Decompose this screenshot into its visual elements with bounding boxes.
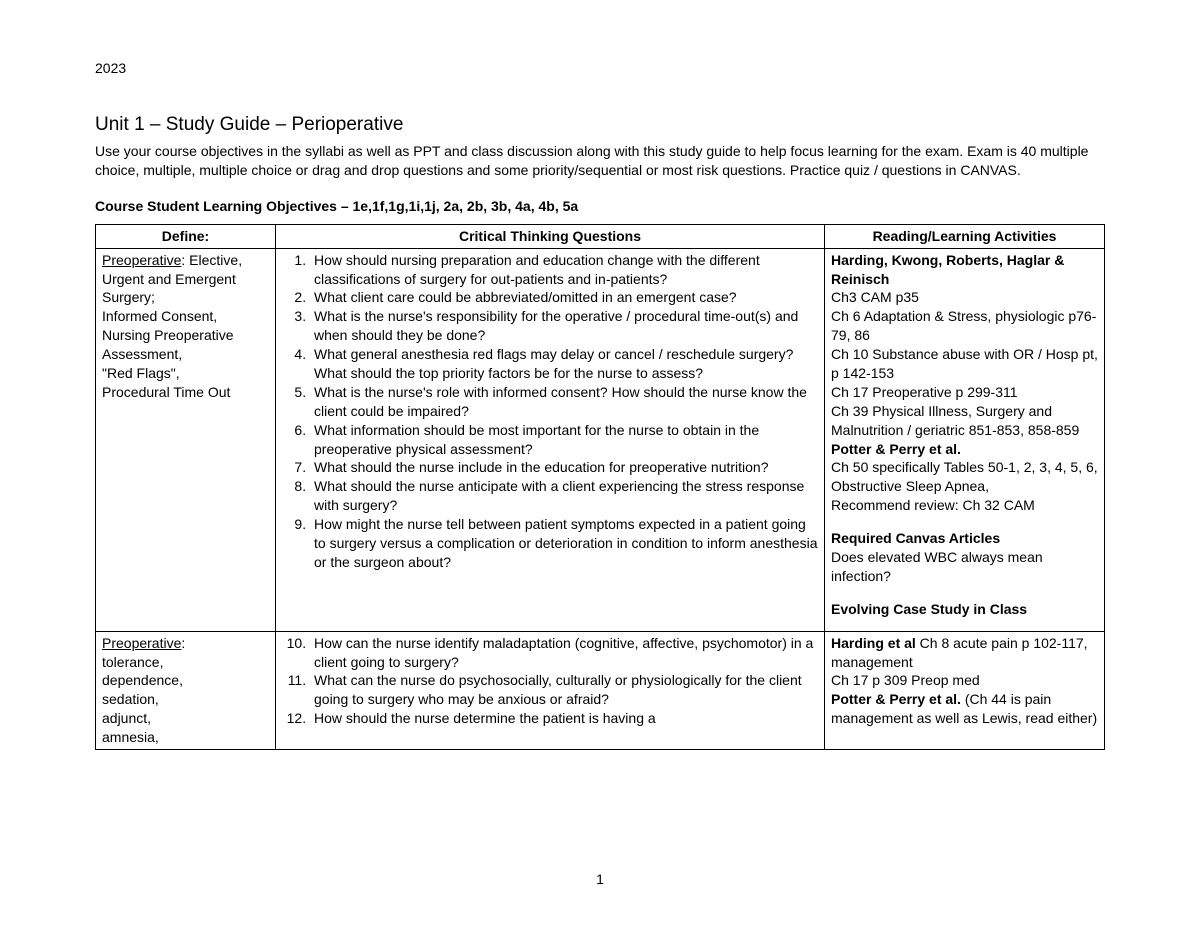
define-line: sedation,	[102, 691, 159, 707]
objectives-line: Course Student Learning Objectives – 1e,…	[95, 198, 1105, 214]
define-cell: Preoperative: tolerance, dependence, sed…	[96, 631, 276, 749]
define-line: "Red Flags",	[102, 365, 180, 381]
header-questions: Critical Thinking Questions	[276, 224, 825, 248]
page-number: 1	[0, 871, 1200, 887]
define-heading: Preoperative	[102, 635, 181, 651]
list-item: What general anesthesia red flags may de…	[310, 345, 818, 383]
define-line: Informed Consent,	[102, 308, 217, 324]
reading-line: Ch 39 Physical Illness, Surgery and Maln…	[831, 403, 1079, 438]
reading-line: Ch 50 specifically Tables 50-1, 2, 3, 4,…	[831, 459, 1098, 494]
reading-line: Recommend review: Ch 32 CAM	[831, 497, 1035, 513]
page-title: Unit 1 – Study Guide – Perioperative	[95, 114, 1105, 136]
reading-cell: Harding et al Ch 8 acute pain p 102-117,…	[825, 631, 1105, 749]
list-item: How might the nurse tell between patient…	[310, 515, 818, 572]
define-line: dependence,	[102, 672, 183, 688]
reading-line: Ch3 CAM p35	[831, 289, 919, 305]
define-cell: Preoperative: Elective, Urgent and Emerg…	[96, 248, 276, 631]
list-item: How should the nurse determine the patie…	[310, 709, 818, 728]
header-define: Define:	[96, 224, 276, 248]
question-list: How can the nurse identify maladaptation…	[282, 634, 818, 728]
define-line: Procedural Time Out	[102, 384, 230, 400]
reading-source: Potter & Perry et al.	[831, 691, 961, 707]
question-list: How should nursing preparation and educa…	[282, 251, 818, 572]
define-line: tolerance,	[102, 654, 163, 670]
reading-line: Ch 17 Preoperative p 299-311	[831, 384, 1018, 400]
list-item: How should nursing preparation and educa…	[310, 251, 818, 289]
reading-line: Ch 6 Adaptation & Stress, physiologic p7…	[831, 308, 1096, 343]
questions-cell: How should nursing preparation and educa…	[276, 248, 825, 631]
define-after: :	[181, 635, 185, 651]
list-item: What should the nurse anticipate with a …	[310, 477, 818, 515]
reading-line: Ch 17 p 309 Preop med	[831, 672, 980, 688]
list-item: What should the nurse include in the edu…	[310, 458, 818, 477]
list-item: What client care could be abbreviated/om…	[310, 288, 818, 307]
list-item: What can the nurse do psychosocially, cu…	[310, 671, 818, 709]
questions-cell: How can the nurse identify maladaptation…	[276, 631, 825, 749]
reading-line: Ch 10 Substance abuse with OR / Hosp pt,…	[831, 346, 1098, 381]
list-item: What is the nurse's role with informed c…	[310, 383, 818, 421]
reading-source: Required Canvas Articles	[831, 530, 1000, 546]
reading-source: Harding et al	[831, 635, 916, 651]
define-heading: Preoperative	[102, 252, 181, 268]
reading-cell: Harding, Kwong, Roberts, Haglar & Reinis…	[825, 248, 1105, 631]
header-reading: Reading/Learning Activities	[825, 224, 1105, 248]
intro-text: Use your course objectives in the syllab…	[95, 142, 1105, 180]
list-item: How can the nurse identify maladaptation…	[310, 634, 818, 672]
reading-source: Potter & Perry et al.	[831, 441, 961, 457]
list-item: What is the nurse's responsibility for t…	[310, 307, 818, 345]
table-row: Preoperative: tolerance, dependence, sed…	[96, 631, 1105, 749]
define-line: adjunct,	[102, 710, 151, 726]
reading-source: Evolving Case Study in Class	[831, 601, 1027, 617]
reading-source: Harding, Kwong, Roberts, Haglar & Reinis…	[831, 252, 1064, 287]
study-guide-table: Define: Critical Thinking Questions Read…	[95, 224, 1105, 750]
define-line: Nursing Preoperative Assessment,	[102, 327, 234, 362]
year-label: 2023	[95, 60, 1105, 76]
define-line: amnesia,	[102, 729, 159, 745]
reading-line: Does elevated WBC always mean infection?	[831, 549, 1043, 584]
list-item: What information should be most importan…	[310, 421, 818, 459]
table-row: Preoperative: Elective, Urgent and Emerg…	[96, 248, 1105, 631]
